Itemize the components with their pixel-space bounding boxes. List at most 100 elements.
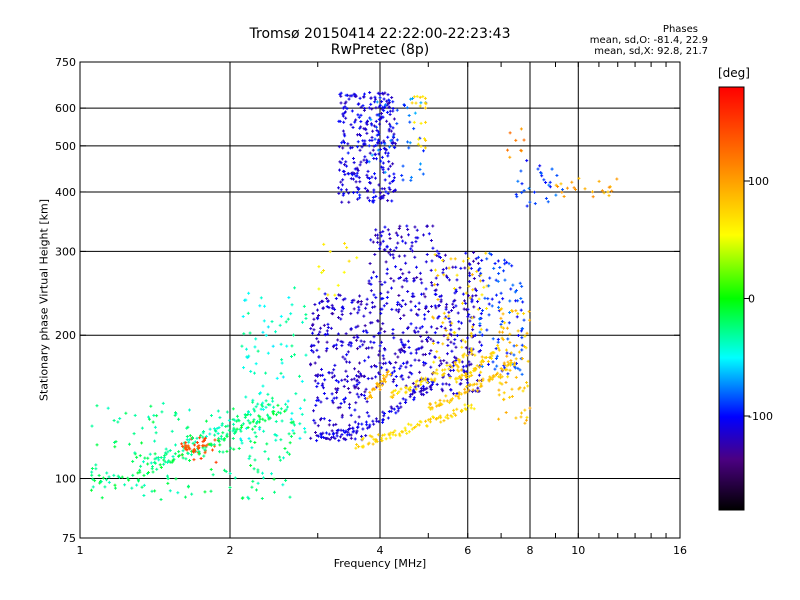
data-point (298, 422, 302, 426)
data-point (413, 111, 417, 115)
data-point (411, 292, 415, 296)
data-point (467, 313, 471, 317)
data-point (444, 415, 448, 419)
data-point (153, 489, 157, 493)
data-point (186, 484, 190, 488)
data-point (283, 446, 287, 450)
data-point (334, 378, 338, 382)
data-point (345, 188, 349, 192)
data-point (559, 182, 563, 186)
data-point (369, 118, 373, 122)
data-point (151, 420, 155, 424)
data-point (366, 196, 370, 200)
data-point (408, 395, 412, 399)
data-point (380, 439, 384, 443)
data-point (240, 496, 244, 500)
data-point (469, 331, 473, 335)
data-point (516, 312, 520, 316)
data-point (348, 427, 352, 431)
data-point (453, 355, 457, 359)
data-point (304, 316, 308, 320)
data-point (279, 438, 283, 442)
data-point (247, 291, 251, 295)
data-point (386, 167, 390, 171)
data-point (372, 422, 376, 426)
data-point (450, 349, 454, 353)
data-point (526, 384, 530, 388)
data-point (324, 349, 328, 353)
data-point (516, 333, 520, 337)
data-point (497, 300, 501, 304)
data-point (95, 404, 99, 408)
data-point (467, 280, 471, 284)
data-point (399, 350, 403, 354)
data-point (330, 371, 334, 375)
data-point (410, 427, 414, 431)
data-point (370, 107, 374, 111)
data-point (460, 373, 464, 377)
data-point (275, 376, 279, 380)
data-point (300, 320, 304, 324)
data-point (476, 386, 480, 390)
data-point (188, 459, 192, 463)
data-point (327, 306, 331, 310)
data-point (364, 306, 368, 310)
data-point (444, 394, 448, 398)
data-point (196, 445, 200, 449)
data-point (355, 443, 359, 447)
data-point (149, 461, 153, 465)
data-point (234, 430, 238, 434)
data-point (444, 382, 448, 386)
data-point (410, 241, 414, 245)
data-point (379, 340, 383, 344)
data-point (289, 312, 293, 316)
data-point (364, 420, 368, 424)
data-point (435, 249, 439, 253)
data-point (426, 377, 430, 381)
data-point (342, 120, 346, 124)
data-point (347, 406, 351, 410)
data-point (404, 302, 408, 306)
data-point (336, 338, 340, 342)
data-point (339, 101, 343, 105)
data-point (287, 432, 291, 436)
data-point (379, 165, 383, 169)
data-point (217, 436, 221, 440)
data-point (394, 265, 398, 269)
data-point (459, 376, 463, 380)
data-point (369, 102, 373, 106)
data-point (513, 290, 517, 294)
data-point (340, 378, 344, 382)
data-point (324, 431, 328, 435)
chart-subtitle: RwPretec (8p) (330, 42, 430, 58)
data-point (222, 438, 226, 442)
data-point (405, 279, 409, 283)
data-point (419, 334, 423, 338)
data-point (378, 361, 382, 365)
data-point (181, 444, 185, 448)
data-point (190, 492, 194, 496)
data-point (90, 473, 94, 477)
data-point (456, 368, 460, 372)
data-point (379, 159, 383, 163)
data-point (368, 423, 372, 427)
data-point (403, 426, 407, 430)
data-point (375, 275, 379, 279)
data-point (343, 163, 347, 167)
data-point (229, 446, 233, 450)
data-point (420, 339, 424, 343)
data-point (341, 355, 345, 359)
data-point (502, 398, 506, 402)
data-point (359, 339, 363, 343)
data-point (400, 173, 404, 177)
data-point (367, 106, 371, 110)
data-point (519, 169, 523, 173)
data-point (401, 164, 405, 168)
data-point (212, 427, 216, 431)
data-point (429, 304, 433, 308)
data-point (397, 406, 401, 410)
data-point (423, 317, 427, 321)
data-point (160, 410, 164, 414)
data-point (383, 347, 387, 351)
data-point (387, 160, 391, 164)
